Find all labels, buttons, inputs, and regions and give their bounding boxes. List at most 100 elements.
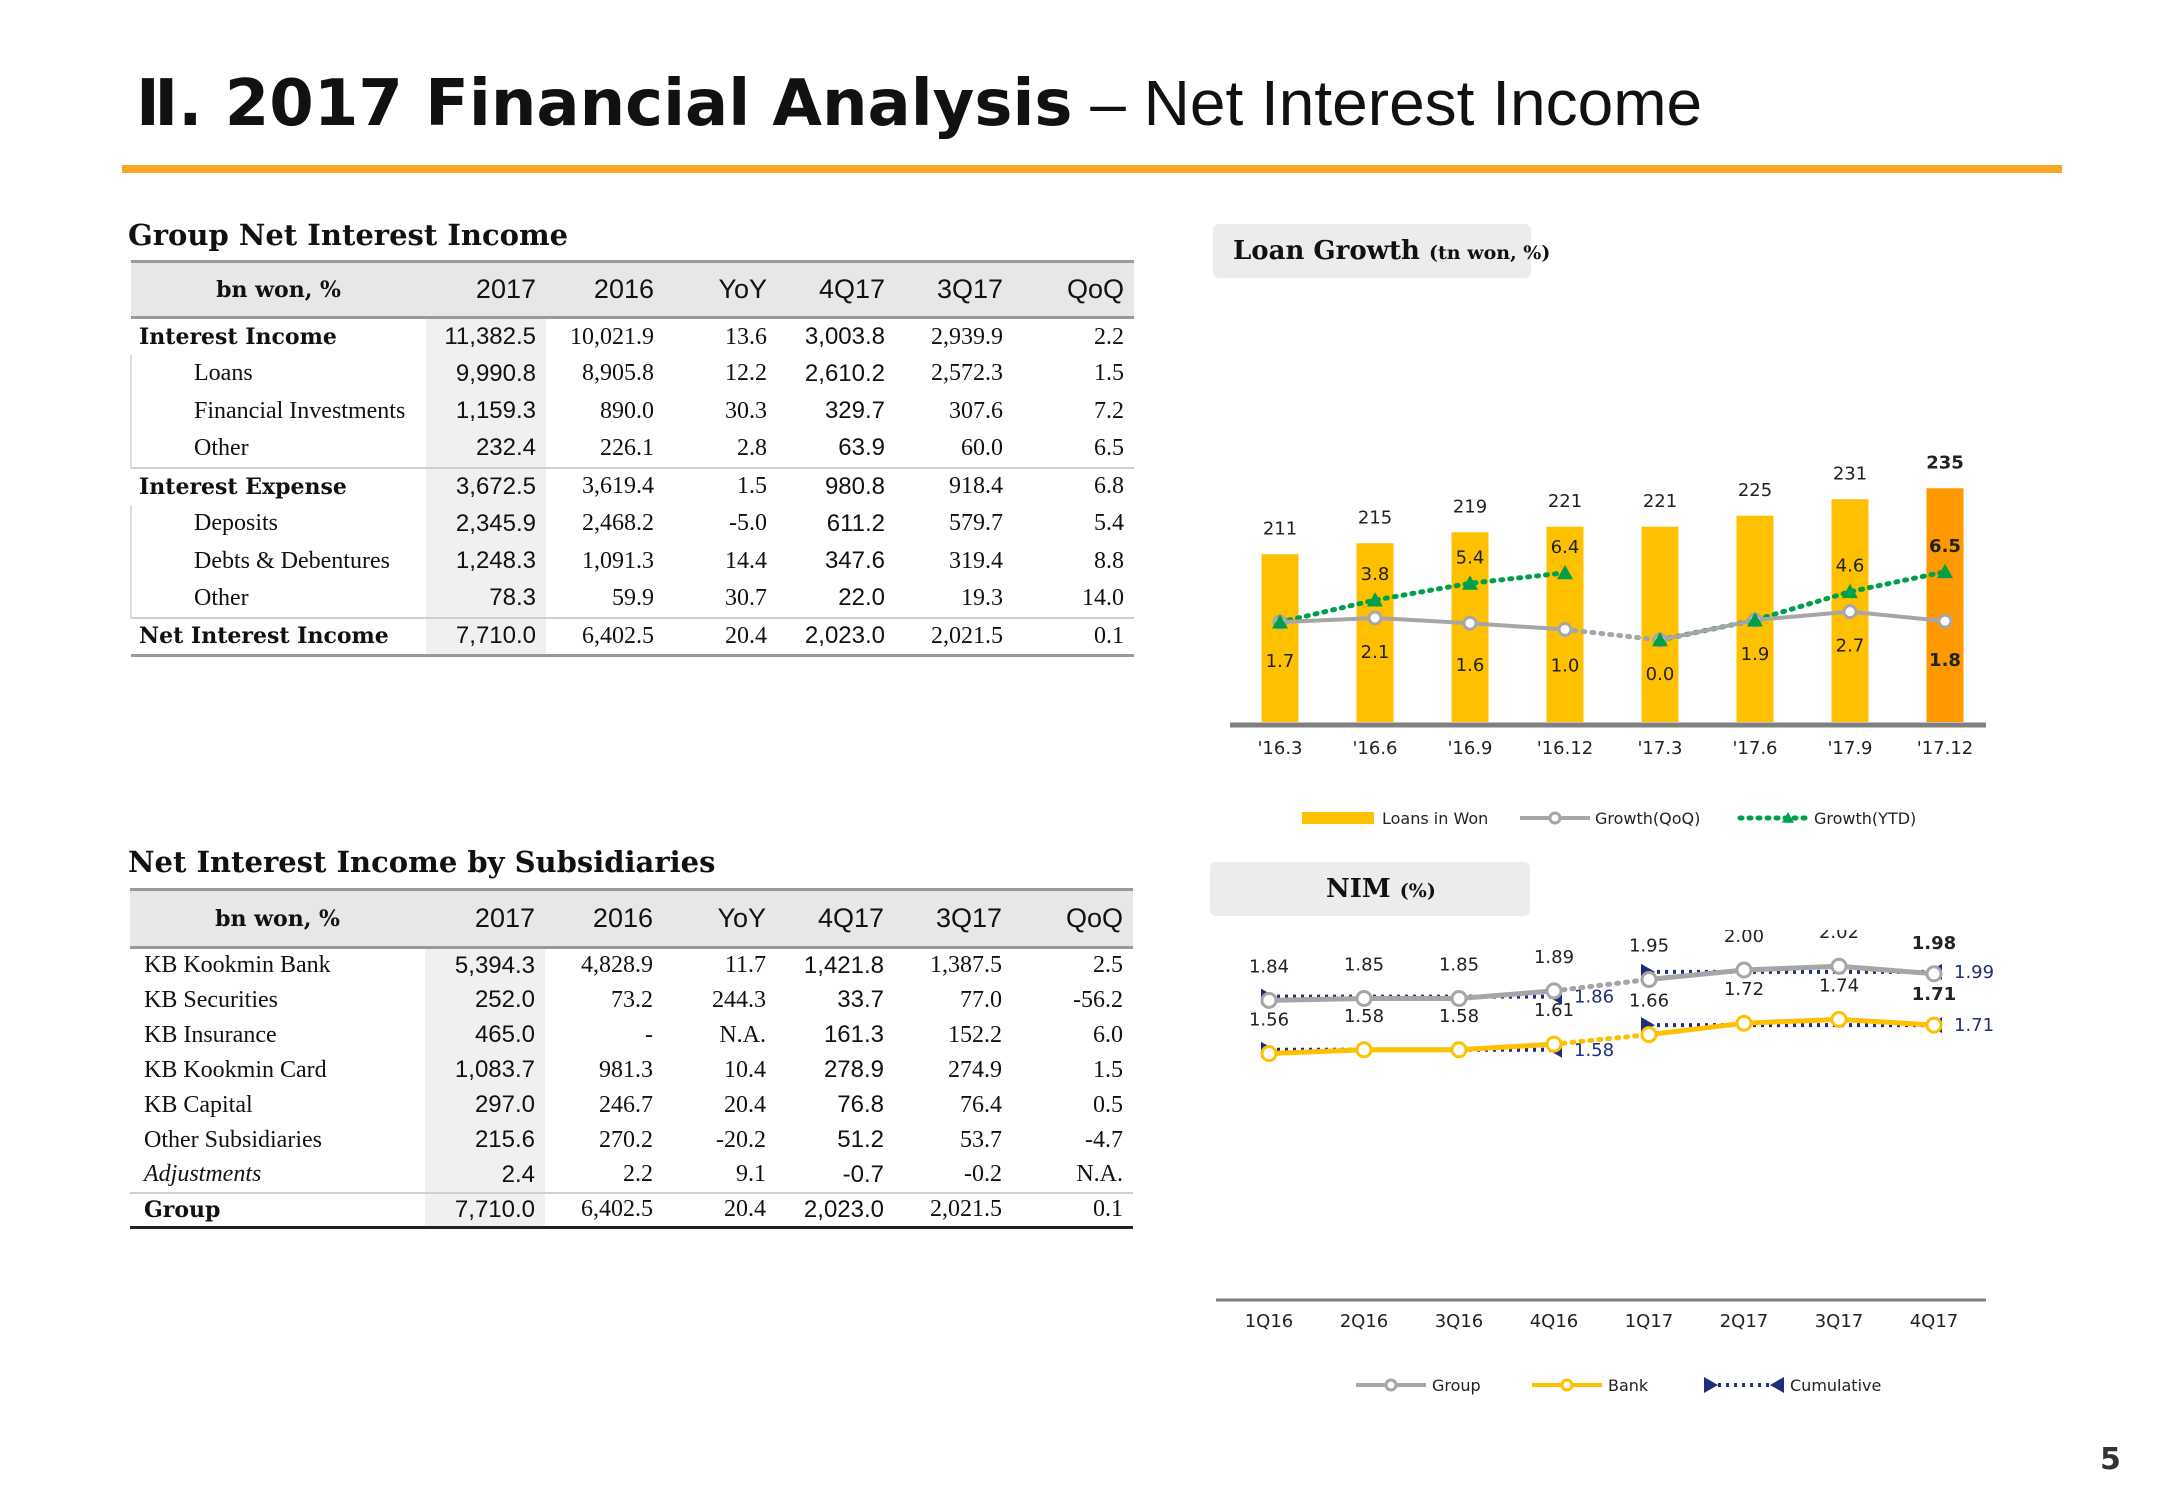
nim-line (1268, 988, 1555, 1003)
table-row: Group 7,710.0 6,402.5 20.4 2,023.0 2,021.5 0.1 (130, 1191, 1133, 1228)
table-cell: - (645, 1021, 653, 1048)
table-cell: 0.5 (1093, 1091, 1123, 1118)
legend-label: Growth(YTD) (1814, 809, 1916, 828)
legend-marker-group (1384, 1378, 1398, 1392)
cumulative-value-label: 1.71 (1954, 1015, 1994, 1036)
ytd-marker (1842, 583, 1858, 599)
column-header: 2016 (593, 274, 654, 304)
table-cell: 2.4 (425, 1157, 545, 1193)
qoq-growth-line (1659, 609, 1946, 642)
loan-growth-panel-header: Loan Growth (tn won, %) (1213, 224, 1550, 278)
table-cell: 4,828.9 (581, 952, 653, 979)
nim-marker (1735, 1014, 1753, 1032)
column-header: QoQ (1065, 903, 1123, 933)
table-cell: 76.4 (960, 1091, 1002, 1118)
table-row: Debts & Debentures 1,248.3 1,091.3 14.4 347.… (130, 542, 1134, 580)
column-header: 2017 (474, 903, 535, 933)
table-row: KB Kookmin Card 1,083.7 981.3 10.4 278.9 274.… (130, 1052, 1133, 1088)
row-label: Adjustments (144, 1161, 262, 1187)
row-label: Other (130, 580, 426, 618)
x-tick-label: 4Q16 (1530, 1311, 1579, 1332)
nim-value-label: 1.89 (1534, 947, 1574, 968)
column-header: 2017 (475, 274, 536, 304)
x-tick-label: '16.12 (1537, 738, 1593, 759)
ytd-marker (1747, 612, 1763, 627)
table-cell: 51.2 (837, 1126, 884, 1153)
row-label: Deposits (130, 505, 426, 543)
table-cell: 161.3 (823, 1021, 884, 1048)
table-row: Other 232.4 226.1 2.8 63.9 60.0 6.5 (130, 430, 1134, 468)
row-label: KB Insurance (144, 1021, 277, 1048)
nim-value-label: 1.98 (1912, 933, 1956, 954)
table-cell: -0.7 (842, 1160, 884, 1188)
nim-value-label: 1.85 (1344, 955, 1384, 976)
table-cell: 2.5 (1093, 952, 1123, 979)
qoq-marker (1367, 610, 1383, 626)
ytd-marker (1272, 614, 1288, 629)
table-cell: 33.7 (837, 986, 884, 1013)
table-row: Net Interest Income 7,710.0 6,402.5 20.4 2,0… (131, 616, 1134, 655)
nim-line-gap (1551, 1032, 1652, 1047)
x-tick-label: 2Q17 (1720, 1311, 1769, 1332)
bar-value-label: 219 (1453, 496, 1487, 517)
table-cell: 2.8 (737, 434, 767, 461)
nim-marker (1450, 1041, 1468, 1059)
cumulative-value-label: 1.86 (1574, 987, 1614, 1008)
table-cell: 14.4 (725, 547, 767, 574)
nim-value-label: 1.66 (1629, 991, 1669, 1012)
table-cell: 152.2 (948, 1021, 1002, 1048)
table-cell: 11.7 (724, 952, 766, 979)
group-nii-table: bn won, % 2017 2016 YoY 4Q17 3Q17 QoQ In… (130, 260, 1134, 657)
x-tick-label: '17.12 (1917, 738, 1973, 759)
legend-label: Bank (1608, 1376, 1649, 1395)
loan-growth-chart: 211 215 219 221 221 225 231 235 '16.3 '16.6 '16.9 '… (1230, 452, 1986, 828)
table-cell: 10.4 (724, 1056, 766, 1083)
column-header: bn won, % (215, 905, 340, 932)
nim-value-label: 1.84 (1249, 956, 1289, 977)
table-row: Interest Income 11,382.5 10,021.9 13.6 3,003… (131, 317, 1134, 355)
x-tick-label: '17.6 (1732, 738, 1777, 759)
bar-value-label: 221 (1548, 491, 1582, 512)
group-nii-title: Group Net Interest Income (128, 218, 569, 252)
row-label: Loans (130, 355, 426, 393)
nim-line (1268, 1041, 1555, 1057)
table-cell: 7,710.0 (426, 616, 546, 655)
bar-value-label: 225 (1738, 480, 1772, 501)
table-cell: 2,021.5 (894, 1191, 1012, 1228)
nim-marker (1640, 971, 1658, 988)
table-cell: 2,023.0 (776, 1191, 894, 1228)
table-cell: 19.3 (961, 584, 1003, 611)
table-cell: 0.1 (1013, 616, 1134, 655)
table-cell: 226.1 (600, 434, 654, 461)
qoq-value-label: 1.6 (1456, 655, 1485, 676)
legend-label: Growth(QoQ) (1595, 809, 1700, 828)
cumulative-value-label: 1.58 (1574, 1040, 1614, 1061)
table-row: Other 78.3 59.9 30.7 22.0 19.3 14.0 (130, 580, 1134, 618)
table-cell: 890.0 (600, 397, 654, 424)
table-cell: 3,672.5 (426, 466, 546, 505)
bar-value-label: 221 (1643, 491, 1677, 512)
column-header: 4Q17 (817, 903, 884, 933)
row-label: Interest Expense (131, 466, 426, 505)
table-cell: 3,619.4 (546, 466, 664, 505)
qoq-value-label: 1.7 (1266, 651, 1295, 672)
legend-marker-ytd (1782, 812, 1794, 823)
qoq-growth-line (1279, 615, 1566, 632)
nim-line (1648, 963, 1935, 982)
table-cell: 12.2 (725, 360, 767, 387)
table-cell: 1,159.3 (426, 392, 546, 430)
nim-chart: 1Q16 2Q16 3Q16 4Q16 1Q17 2Q17 3Q17 4Q17 1.86 1.99… (1216, 930, 1994, 1395)
table-cell: 2.2 (1094, 323, 1124, 350)
ytd-value-label: 3.8 (1361, 564, 1390, 585)
table-cell: 9.1 (736, 1161, 766, 1187)
loan-growth-title: Loan Growth (1233, 236, 1420, 266)
loan-bar (1641, 526, 1679, 722)
legend-label: Group (1432, 1376, 1481, 1395)
nim-line-gap (1551, 977, 1652, 994)
table-cell: 319.4 (949, 547, 1003, 574)
nim-value-label: 1.95 (1629, 936, 1669, 957)
nim-value-label: 1.71 (1912, 984, 1956, 1005)
column-header: YoY (717, 903, 766, 933)
table-cell: 244.3 (712, 986, 766, 1013)
nim-marker (1260, 991, 1278, 1009)
